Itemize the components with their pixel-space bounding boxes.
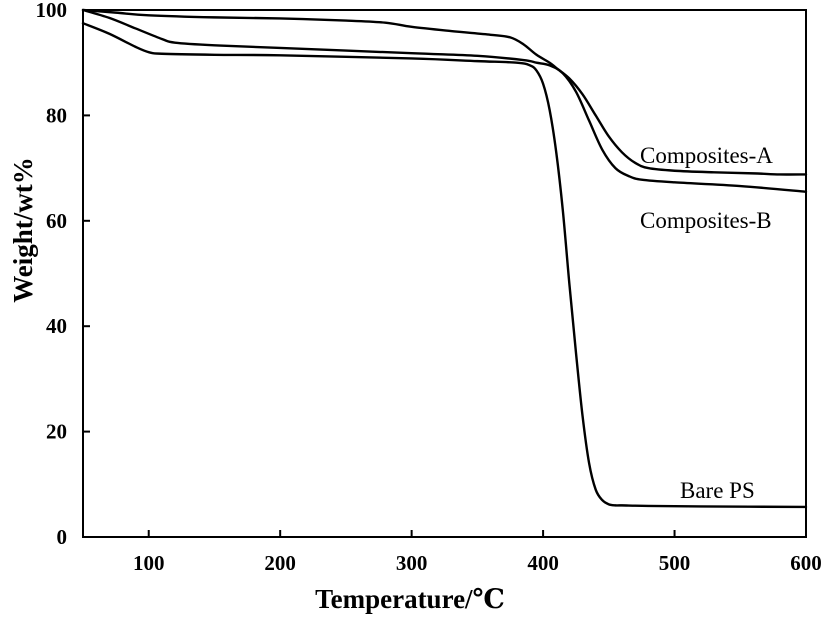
- axis-tick-labels: 100 200 300 400 500 600 0 20 40 60 80 100: [36, 0, 822, 575]
- x-tick-label-300: 300: [396, 551, 428, 575]
- y-axis-title: Weight/wt%: [8, 157, 38, 303]
- plot-frame: [82, 9, 807, 538]
- y-tick-label-40: 40: [46, 314, 67, 338]
- axis-ticks: [83, 9, 807, 538]
- y-tick-label-100: 100: [36, 0, 68, 22]
- annotation-bare-ps: Bare PS: [680, 478, 755, 503]
- y-tick-label-80: 80: [46, 103, 67, 127]
- x-axis-title: Temperature/℃: [315, 584, 505, 614]
- series-line-composites-a: [81, 8, 808, 176]
- series-line-bare-ps: [81, 21, 808, 509]
- x-tick-label-600: 600: [790, 551, 822, 575]
- series-curves: [81, 8, 808, 509]
- series-line-composites-b: [81, 8, 808, 194]
- x-tick-label-200: 200: [264, 551, 296, 575]
- x-tick-label-500: 500: [659, 551, 691, 575]
- x-tick-label-400: 400: [527, 551, 559, 575]
- annotation-composites-b: Composites-B: [640, 208, 772, 233]
- annotation-composites-a: Composites-A: [640, 143, 773, 168]
- y-tick-label-20: 20: [46, 420, 67, 444]
- x-tick-label-100: 100: [133, 551, 165, 575]
- series-annotations: Composites-A Composites-B Bare PS: [640, 143, 773, 503]
- y-tick-label-0: 0: [57, 525, 68, 549]
- y-tick-label-60: 60: [46, 209, 67, 233]
